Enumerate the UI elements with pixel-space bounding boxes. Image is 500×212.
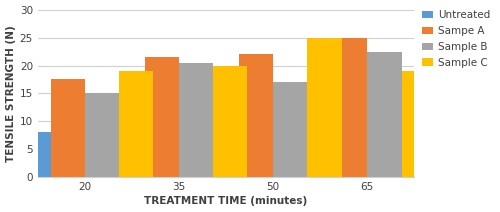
Bar [333,38,368,177]
Bar [214,66,248,177]
Bar [239,54,273,177]
Bar [16,132,50,177]
Bar [308,38,342,177]
Bar [273,82,308,177]
Bar [50,80,85,177]
X-axis label: TREATMENT TIME (minutes): TREATMENT TIME (minutes) [144,197,308,206]
Legend: Untreated, Sampe A, Sample B, Sample C: Untreated, Sampe A, Sample B, Sample C [418,6,494,72]
Y-axis label: TENSILE STRENGTH (N): TENSILE STRENGTH (N) [6,25,16,162]
Bar [110,132,145,177]
Bar [299,132,333,177]
Bar [179,63,214,177]
Bar [402,71,436,177]
Bar [204,132,239,177]
Bar [85,93,119,177]
Bar [368,52,402,177]
Bar [119,71,154,177]
Bar [145,57,179,177]
